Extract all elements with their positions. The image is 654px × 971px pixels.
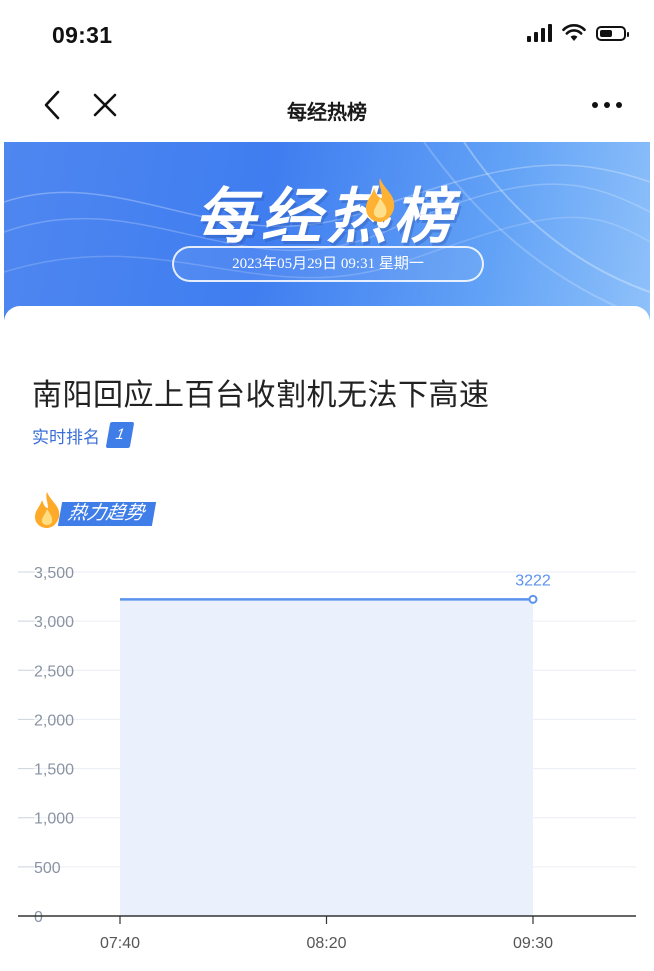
- y-tick-label: 2,000: [34, 712, 74, 729]
- close-icon[interactable]: [90, 90, 120, 120]
- banner-date: 2023年05月29日 09:31 星期一: [172, 246, 484, 282]
- status-bar: 09:31: [0, 0, 654, 72]
- rank-label: 实时排名: [32, 427, 100, 447]
- status-icons: [527, 24, 629, 42]
- y-tick-label: 2,500: [34, 663, 74, 680]
- wifi-icon: [562, 24, 586, 41]
- battery-icon: [596, 25, 629, 41]
- hot-list-banner: 每经热榜 2023年05月29日 09:31 星期一: [4, 142, 650, 320]
- flame-icon: [35, 492, 60, 528]
- data-point: [528, 594, 538, 604]
- y-tick-label: 0: [34, 909, 43, 926]
- banner-title: 每经热榜: [195, 183, 459, 250]
- topic-title: 南阳回应上百台收割机无法下高速: [32, 379, 490, 412]
- navigation-bar: 每经热榜: [0, 72, 654, 142]
- back-arrow-icon[interactable]: [38, 88, 68, 122]
- more-options-icon[interactable]: [592, 102, 622, 108]
- y-tick-label: 3,000: [34, 614, 74, 631]
- y-tick-label: 1,500: [34, 762, 74, 779]
- y-tick-label: 3,500: [34, 565, 74, 582]
- banner-wave-decoration: [4, 142, 650, 320]
- data-label: 3222: [515, 572, 551, 589]
- y-tick-label: 500: [34, 860, 61, 877]
- status-time: 09:31: [52, 22, 113, 48]
- heat-trend-header: 热力趋势: [30, 488, 200, 528]
- x-tick-label: 08:20: [306, 935, 346, 952]
- realtime-rank: 实时排名 1: [32, 422, 135, 448]
- area-fill: [120, 599, 533, 916]
- x-tick-label: 09:30: [513, 935, 553, 952]
- y-tick-label: 1,000: [34, 811, 74, 828]
- cellular-signal-icon: [527, 24, 552, 42]
- flame-icon: [366, 178, 395, 222]
- page-title: 每经热榜: [287, 102, 367, 124]
- x-tick-label: 07:40: [100, 935, 140, 952]
